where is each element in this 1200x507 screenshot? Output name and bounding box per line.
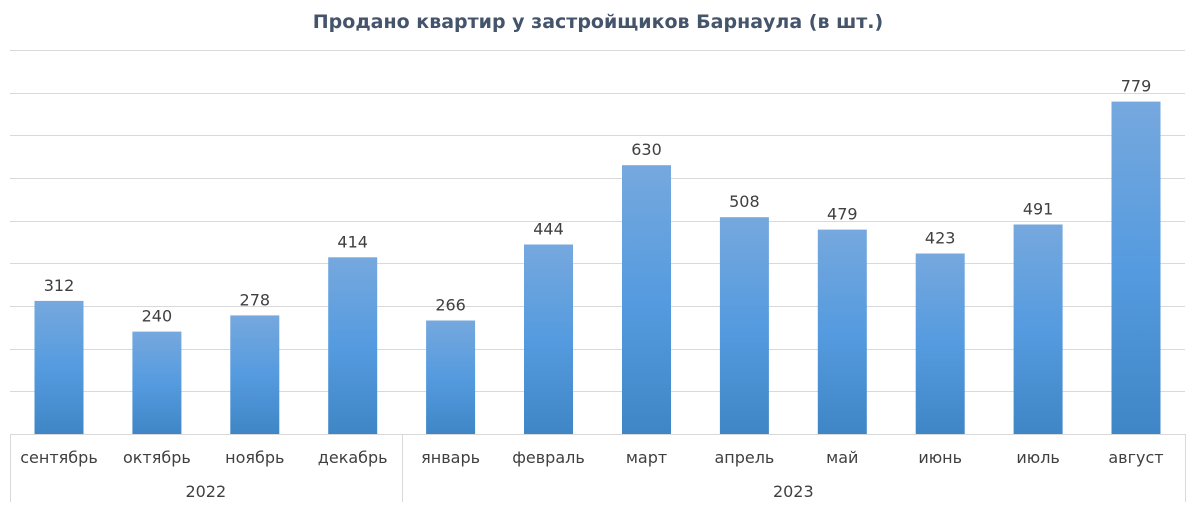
gridlines [10, 50, 1185, 392]
category-label-май: май [826, 448, 858, 467]
category-label-ноябрь: ноябрь [225, 448, 284, 467]
category-label-октябрь: октябрь [123, 448, 191, 467]
bar-апрель [719, 217, 769, 434]
data-label-ноябрь: 278 [240, 290, 271, 309]
group-label-2023: 2023 [773, 482, 814, 501]
category-label-сентябрь: сентябрь [20, 448, 98, 467]
bar-февраль [524, 244, 573, 434]
category-label-февраль: февраль [512, 448, 585, 467]
group-label-2022: 2022 [185, 482, 226, 501]
category-label-июнь: июнь [918, 448, 962, 467]
bar-август [1111, 101, 1161, 434]
category-label-апрель: апрель [714, 448, 774, 467]
data-label-март: 630 [631, 140, 662, 159]
data-label-июль: 491 [1023, 200, 1054, 219]
data-label-октябрь: 240 [142, 307, 173, 326]
bar-июль [1013, 224, 1063, 434]
data-labels: 312 240 278 414 266 444 630 508 479 423 491 779 [44, 77, 1152, 326]
bar-декабрь [328, 257, 378, 434]
data-label-январь: 266 [435, 296, 466, 315]
category-label-январь: январь [421, 448, 480, 467]
data-label-август: 779 [1121, 77, 1152, 96]
bar-май [817, 229, 867, 434]
category-label-июль: июль [1016, 448, 1060, 467]
bar-январь [426, 320, 476, 434]
x-axis: сентябрь октябрь ноябрь декабрь январь феврал… [10, 434, 1186, 502]
bar-ноябрь [230, 315, 280, 434]
category-label-март: март [626, 448, 667, 467]
bar-июнь [915, 253, 965, 434]
data-label-июнь: 423 [925, 229, 956, 248]
category-label-август: август [1108, 448, 1163, 467]
data-label-апрель: 508 [729, 192, 760, 211]
bar-сентябрь [34, 300, 84, 434]
data-label-декабрь: 414 [337, 232, 368, 251]
bar-октябрь [132, 331, 182, 434]
bars [34, 101, 1161, 434]
category-label-декабрь: декабрь [318, 448, 388, 467]
data-label-май: 479 [827, 205, 858, 224]
chart-title: Продано квартир у застройщиков Барнаула … [313, 11, 883, 33]
data-label-февраль: 444 [533, 220, 564, 239]
bar-март [622, 165, 671, 434]
data-label-сентябрь: 312 [44, 276, 75, 295]
